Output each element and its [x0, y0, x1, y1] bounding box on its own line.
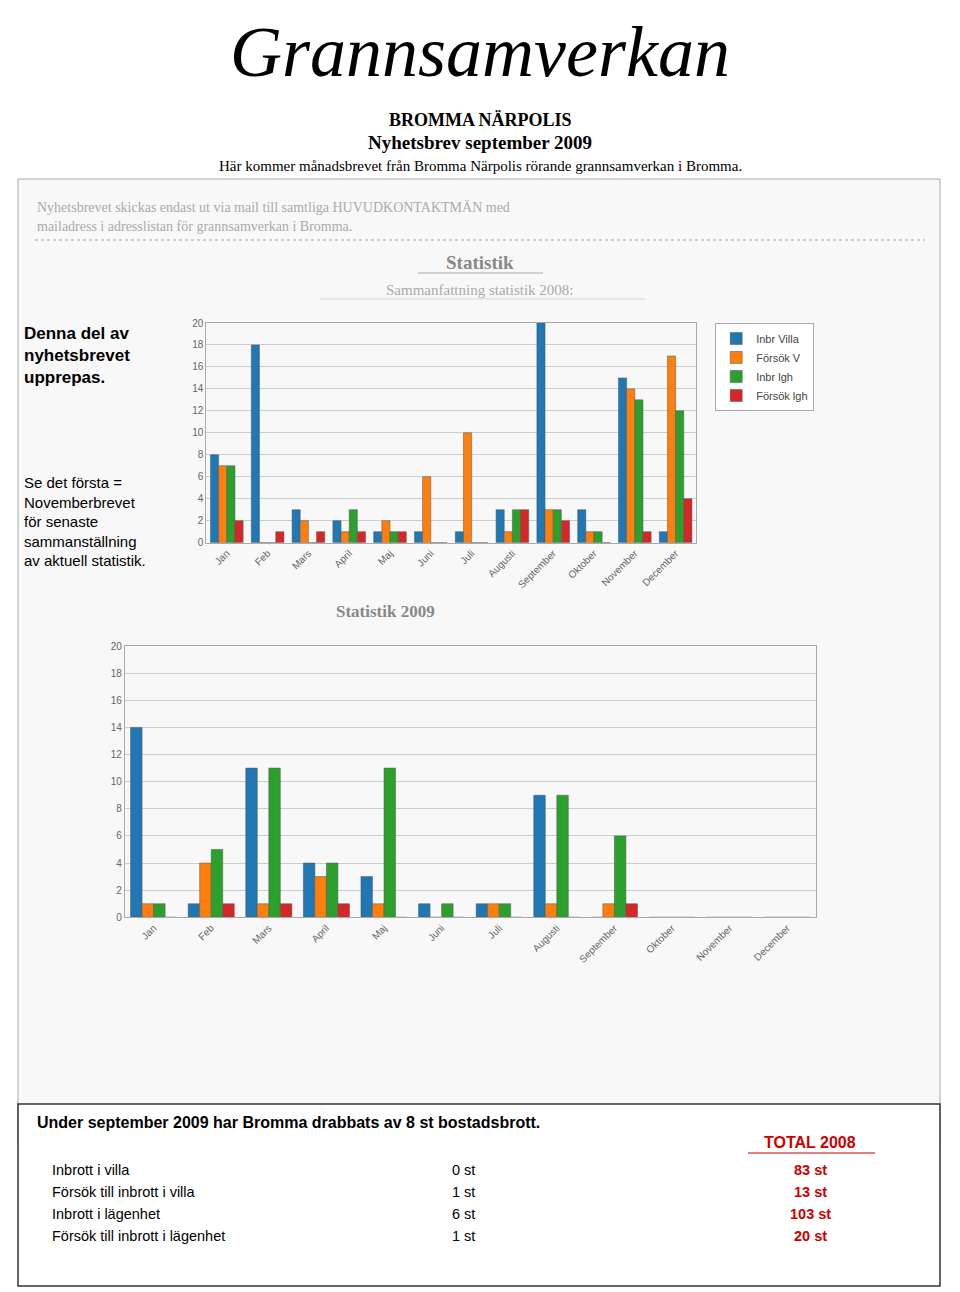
svg-text:mailadress i adresslistan för: mailadress i adresslistan för grannsamve…: [37, 219, 352, 234]
svg-text:Feb: Feb: [196, 922, 216, 942]
svg-text:Inbr Villa: Inbr Villa: [756, 333, 799, 345]
svg-text:103 st: 103 st: [790, 1206, 831, 1222]
svg-text:Mars: Mars: [250, 922, 274, 946]
svg-text:0: 0: [116, 912, 122, 923]
svg-text:TOTAL 2008: TOTAL 2008: [764, 1134, 856, 1151]
svg-text:Maj: Maj: [376, 548, 395, 567]
svg-text:November: November: [694, 922, 735, 963]
svg-text:Augusti: Augusti: [530, 922, 561, 953]
svg-text:September: September: [577, 922, 620, 965]
svg-text:Denna del avnyhetsbrevetupprep: Denna del avnyhetsbrevetupprepas.: [24, 324, 130, 387]
svg-text:Juni: Juni: [426, 922, 447, 943]
svg-text:14: 14: [111, 722, 123, 733]
svg-text:April: April: [309, 922, 331, 944]
svg-text:18: 18: [111, 668, 123, 679]
svg-text:Inbrott i villa: Inbrott i villa: [52, 1162, 130, 1178]
svg-text:Statistik: Statistik: [446, 252, 514, 273]
svg-text:Sammanfattning statistik 2008:: Sammanfattning statistik 2008:: [386, 282, 574, 298]
svg-text:BROMMA NÄRPOLIS: BROMMA NÄRPOLIS: [389, 110, 572, 130]
svg-text:December: December: [640, 547, 681, 588]
svg-text:Försök till inbrott i lägenhet: Försök till inbrott i lägenhet: [52, 1228, 225, 1244]
svg-text:0 st: 0 st: [452, 1162, 475, 1178]
svg-text:September: September: [516, 547, 559, 590]
svg-text:20: 20: [111, 641, 123, 652]
svg-text:Se det första =Novemberbrevetf: Se det första =Novemberbrevetför senaste…: [24, 474, 146, 569]
svg-text:Juli: Juli: [486, 922, 504, 940]
svg-text:Statistik 2009: Statistik 2009: [336, 602, 435, 621]
svg-text:April: April: [332, 548, 354, 570]
svg-text:Försök till inbrott i villa: Försök till inbrott i villa: [52, 1184, 196, 1200]
svg-text:83 st: 83 st: [794, 1162, 827, 1178]
svg-text:6: 6: [116, 830, 122, 841]
svg-text:10: 10: [111, 776, 123, 787]
svg-text:December: December: [752, 922, 793, 963]
svg-text:6: 6: [198, 471, 204, 482]
svg-text:Grannsamverkan: Grannsamverkan: [230, 12, 730, 92]
svg-text:16: 16: [111, 695, 123, 706]
svg-text:Jan: Jan: [213, 548, 232, 567]
svg-text:20 st: 20 st: [794, 1228, 827, 1244]
svg-text:12: 12: [192, 405, 204, 416]
svg-text:Inbr lgh: Inbr lgh: [756, 371, 793, 383]
svg-text:Maj: Maj: [370, 922, 389, 941]
svg-text:2: 2: [116, 885, 122, 896]
svg-text:Nyhetsbrev september 2009: Nyhetsbrev september 2009: [368, 132, 592, 153]
svg-text:10: 10: [192, 427, 204, 438]
svg-text:2: 2: [198, 515, 204, 526]
svg-text:Försök V: Försök V: [756, 352, 801, 364]
svg-text:Under september 2009 har Bromm: Under september 2009 har Bromma drabbats…: [37, 1114, 540, 1131]
svg-text:Jan: Jan: [139, 922, 158, 941]
svg-text:13 st: 13 st: [794, 1184, 827, 1200]
svg-text:12: 12: [111, 749, 123, 760]
svg-text:6 st: 6 st: [452, 1206, 475, 1222]
svg-text:November: November: [599, 547, 640, 588]
svg-text:4: 4: [116, 858, 122, 869]
svg-text:Oktober: Oktober: [566, 547, 599, 580]
svg-text:1 st: 1 st: [452, 1228, 475, 1244]
svg-text:Juni: Juni: [415, 548, 436, 569]
svg-text:20: 20: [192, 318, 204, 329]
svg-text:Nyhetsbrevet skickas endast ut: Nyhetsbrevet skickas endast ut via mail …: [37, 199, 510, 215]
svg-text:Försök lgh: Försök lgh: [756, 390, 807, 402]
svg-text:14: 14: [192, 383, 204, 394]
svg-text:1 st: 1 st: [452, 1184, 475, 1200]
svg-text:8: 8: [198, 449, 204, 460]
svg-text:Oktober: Oktober: [644, 922, 677, 955]
svg-text:Feb: Feb: [253, 548, 273, 568]
svg-text:Augusti: Augusti: [486, 548, 517, 579]
svg-text:4: 4: [198, 493, 204, 504]
svg-text:16: 16: [192, 361, 204, 372]
svg-text:Mars: Mars: [290, 548, 314, 572]
svg-text:18: 18: [192, 339, 204, 350]
svg-text:0: 0: [198, 537, 204, 548]
svg-text:Här kommer månadsbrevet från B: Här kommer månadsbrevet från Bromma Närp…: [219, 158, 742, 174]
svg-text:Inbrott i lägenhet: Inbrott i lägenhet: [52, 1206, 160, 1222]
svg-text:Juli: Juli: [458, 548, 476, 566]
svg-text:8: 8: [116, 803, 122, 814]
